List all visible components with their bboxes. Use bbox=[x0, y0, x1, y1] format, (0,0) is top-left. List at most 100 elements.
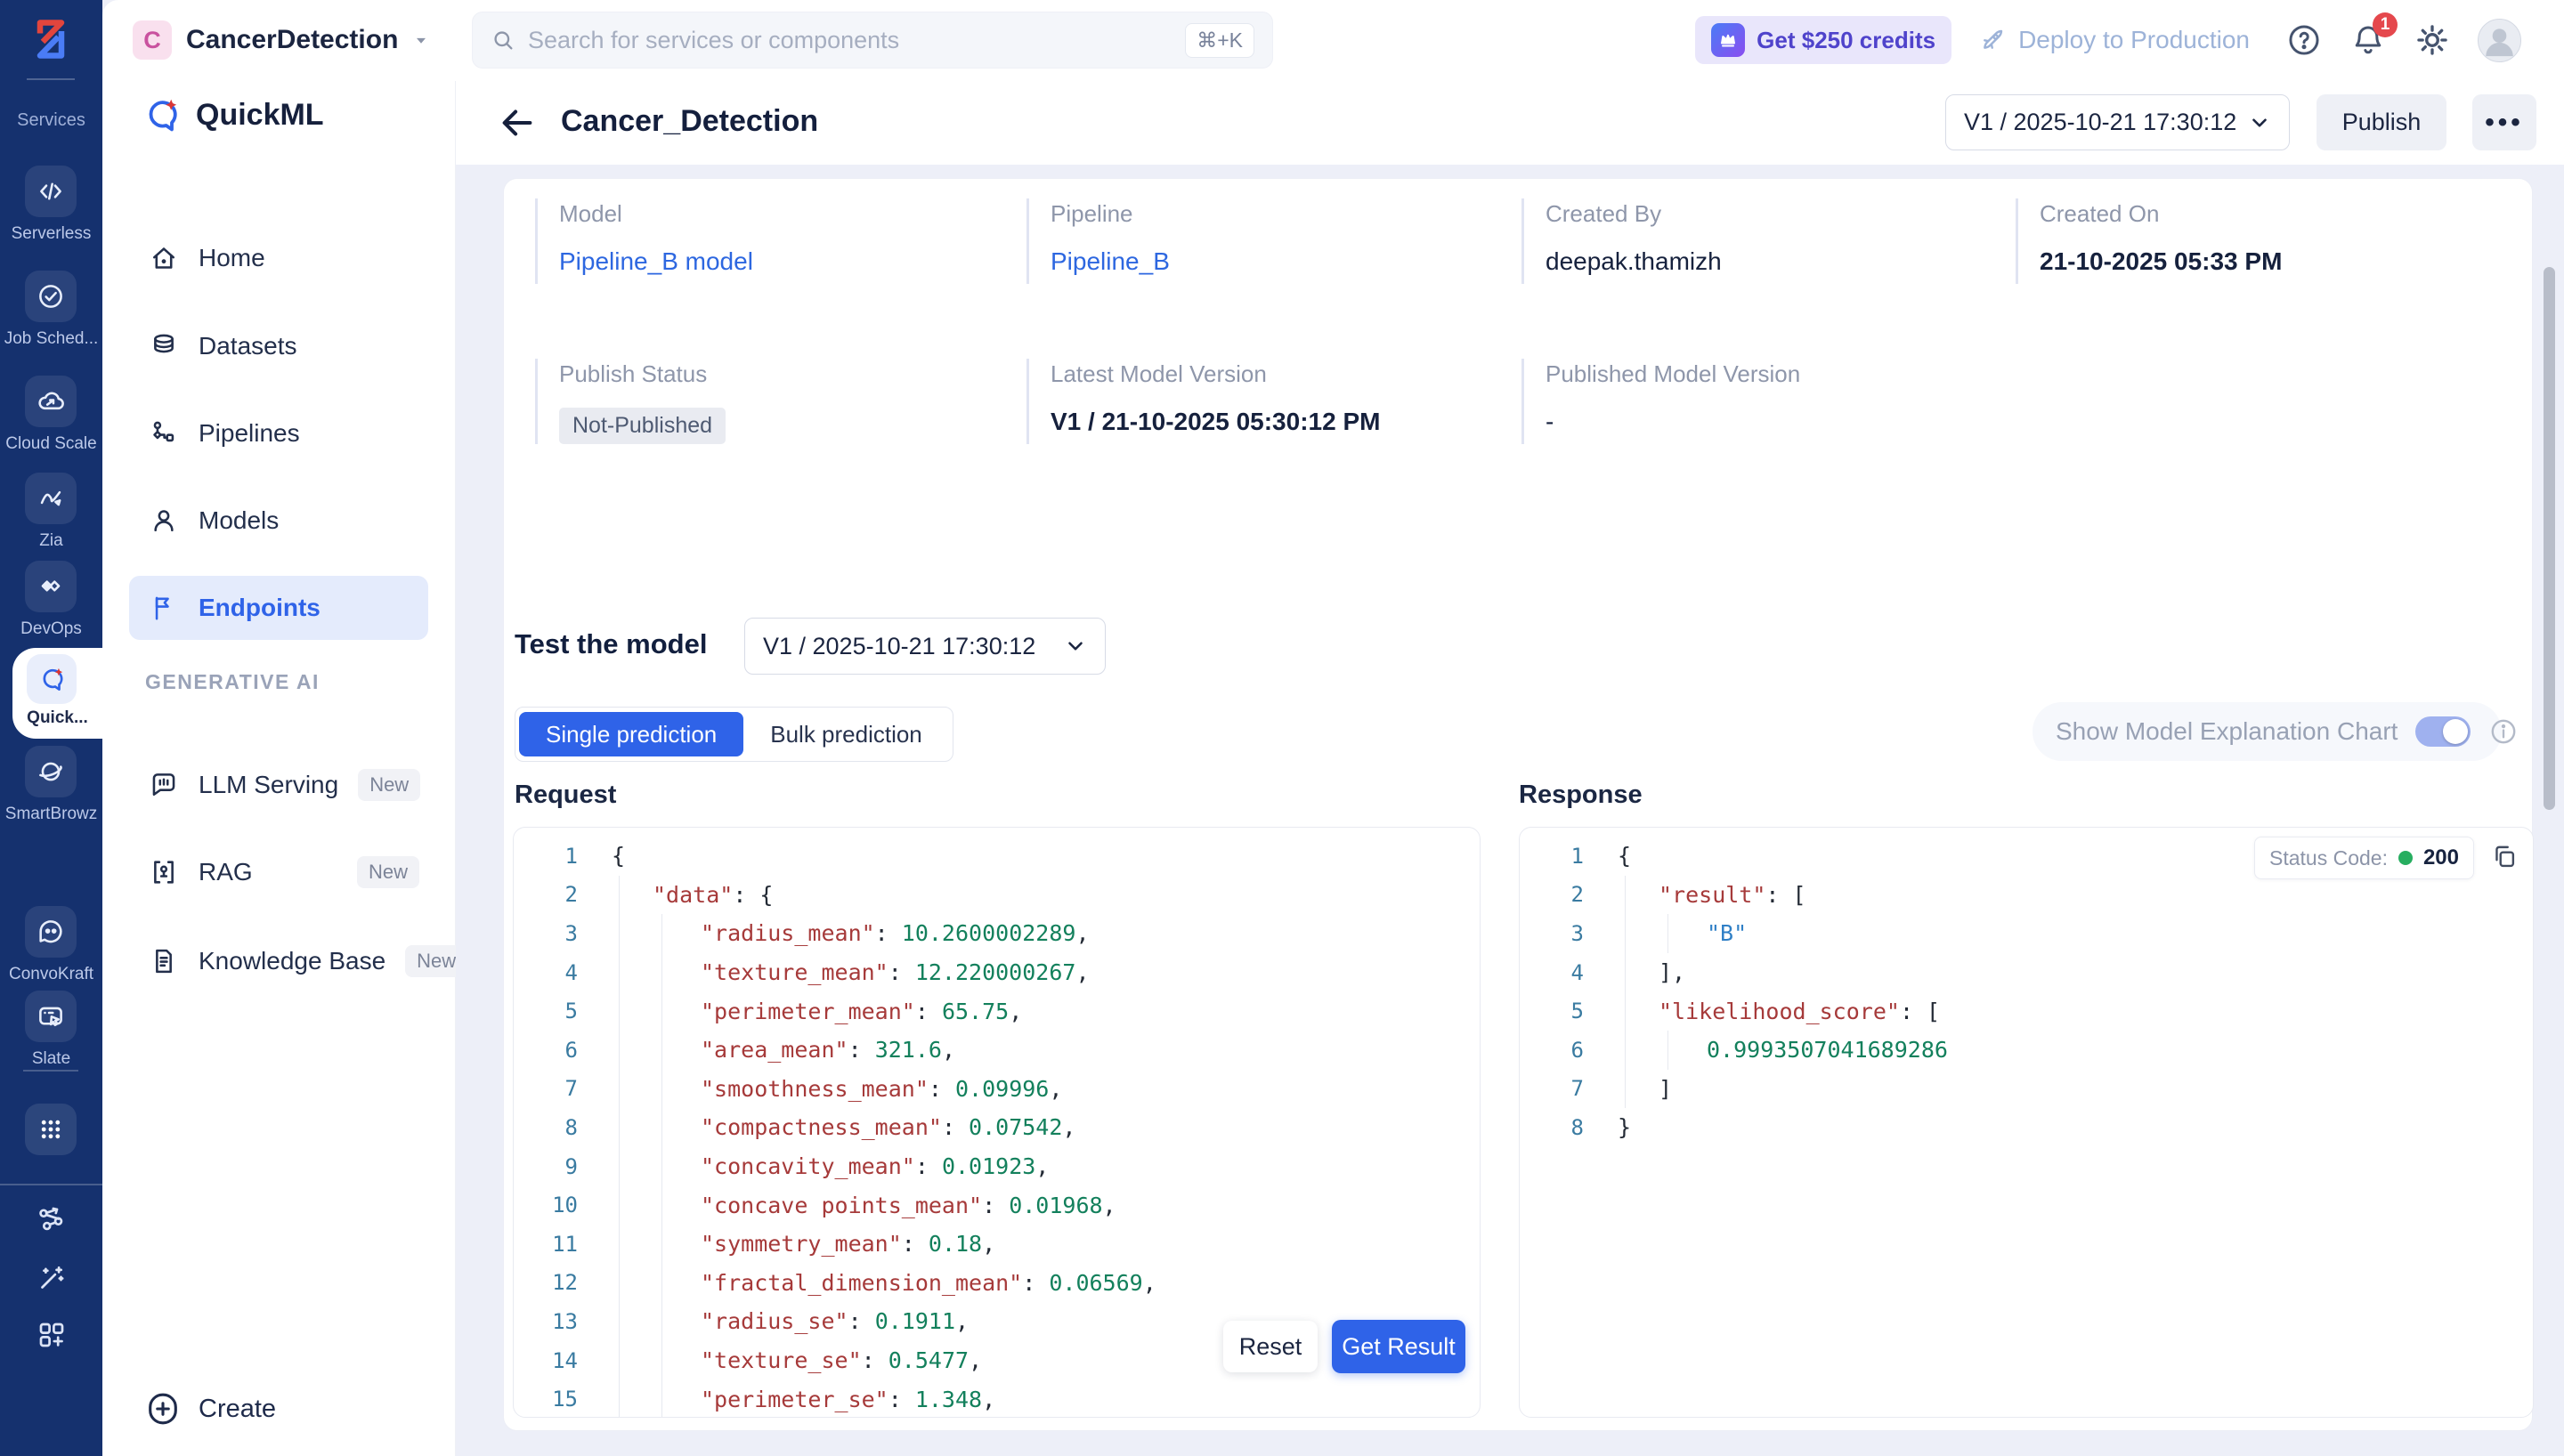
field-label: Model bbox=[559, 200, 622, 227]
copy-response-button[interactable] bbox=[2490, 842, 2519, 870]
code-line: 3 "radius_mean": 10.2600002289, bbox=[514, 914, 1480, 953]
rail-item-devops[interactable]: DevOps bbox=[0, 561, 102, 646]
project-selector[interactable]: C CancerDetection bbox=[133, 0, 430, 80]
code-line: 8} bbox=[1520, 1108, 2533, 1147]
code-line-content: "B" bbox=[1602, 914, 2533, 953]
notifications-button[interactable]: 1 bbox=[2349, 12, 2398, 59]
field-value: V1 / 21-10-2025 05:30:12 PM bbox=[1051, 408, 1381, 435]
help-button[interactable] bbox=[2285, 21, 2323, 59]
get-result-button[interactable]: Get Result bbox=[1332, 1320, 1465, 1373]
tab-bulk-prediction[interactable]: Bulk prediction bbox=[770, 720, 922, 748]
line-number: 6 bbox=[564, 1037, 578, 1063]
code-line: 13 "radius_se": 0.1911, bbox=[514, 1302, 1480, 1341]
rail-item-serverless[interactable]: Serverless bbox=[0, 166, 102, 251]
sidebar-item-pipelines[interactable]: Pipelines bbox=[129, 401, 428, 465]
line-number: 10 bbox=[552, 1193, 578, 1218]
quickml-sidebar: QuickML Home Datasets Pipelines Models Endpo… bbox=[102, 81, 468, 1456]
field-value: deepak.thamizh bbox=[1546, 247, 1722, 275]
magic-wand-icon[interactable] bbox=[0, 1262, 102, 1294]
sidebar-item-rag[interactable]: RAG New bbox=[129, 840, 428, 904]
toggle-label: Show Model Explanation Chart bbox=[2056, 717, 2398, 745]
code-line-content: "fractal_dimension_mean": 0.06569, bbox=[596, 1263, 1480, 1303]
reset-button[interactable]: Reset bbox=[1223, 1321, 1318, 1372]
publish-button[interactable]: Publish bbox=[2317, 94, 2446, 150]
field-value[interactable]: Pipeline_B model bbox=[559, 247, 753, 275]
sidebar-item-models[interactable]: Models bbox=[129, 489, 428, 553]
line-number: 1 bbox=[564, 843, 578, 869]
code-line: 12 "fractal_dimension_mean": 0.06569, bbox=[514, 1263, 1480, 1303]
tab-single-prediction[interactable]: Single prediction bbox=[519, 712, 744, 756]
rail-item-job-sched-[interactable]: Job Sched... bbox=[0, 271, 102, 356]
rail-item-label: Zia bbox=[39, 531, 63, 550]
rail-item-slate[interactable]: Slate bbox=[0, 991, 102, 1076]
sidebar-item-home[interactable]: Home bbox=[129, 226, 428, 290]
code-line: 8 "compactness_mean": 0.07542, bbox=[514, 1108, 1480, 1147]
rail-item-quick-[interactable]: Quick... bbox=[12, 648, 102, 739]
home-icon bbox=[149, 243, 179, 273]
more-options-button[interactable]: ••• bbox=[2472, 94, 2536, 150]
quickml-icon bbox=[27, 654, 77, 704]
field-value[interactable]: Pipeline_B bbox=[1051, 247, 1170, 275]
sidebar-item-endpoints[interactable]: Endpoints bbox=[129, 576, 428, 640]
rail-item-label: SmartBrowz bbox=[4, 805, 98, 823]
code-line-content: "perimeter_se": 1.348, bbox=[596, 1379, 1480, 1417]
rail-divider bbox=[0, 1184, 102, 1185]
line-number: 15 bbox=[552, 1387, 578, 1412]
user-avatar[interactable] bbox=[2478, 18, 2521, 62]
project-avatar: C bbox=[133, 20, 172, 60]
back-button[interactable] bbox=[497, 102, 538, 143]
vertical-scrollbar[interactable] bbox=[2544, 267, 2555, 810]
code-line-content: ], bbox=[1602, 952, 2533, 992]
field-publish-status: Publish Status Not-Published bbox=[535, 359, 978, 444]
rail-item-cloud-scale[interactable]: Cloud Scale bbox=[0, 376, 102, 461]
sidebar-item-label: RAG bbox=[199, 858, 253, 886]
version-select-value: V1 / 2025-10-21 17:30:12 bbox=[1964, 109, 2237, 135]
apps-grid-icon[interactable] bbox=[25, 1104, 77, 1155]
sidebar-item-knowledge-base[interactable]: Knowledge Base New bbox=[129, 929, 468, 993]
share-network-icon[interactable] bbox=[0, 1203, 102, 1235]
search-icon bbox=[491, 28, 515, 53]
rag-icon bbox=[149, 857, 179, 887]
sidebar-item-label: Models bbox=[199, 506, 280, 534]
request-editor[interactable]: 1{2 "data": {3 "radius_mean": 10.260000228… bbox=[513, 827, 1481, 1418]
caret-down-icon bbox=[417, 37, 426, 44]
code-line-content: { bbox=[1618, 843, 1632, 870]
code-line-content: "smoothness_mean": 0.09996, bbox=[596, 1069, 1480, 1109]
quickml-brand[interactable]: QuickML bbox=[140, 93, 324, 136]
project-name: CancerDetection bbox=[186, 25, 399, 54]
sidebar-item-label: LLM Serving bbox=[199, 771, 339, 798]
grid-plus-icon[interactable] bbox=[0, 1319, 102, 1351]
field-label: Pipeline bbox=[1051, 200, 1133, 227]
sidebar-item-llm-serving[interactable]: LLM Serving New bbox=[129, 753, 428, 817]
endpoint-content: Model Pipeline_B model Pipeline Pipeline_B C… bbox=[456, 165, 2564, 1456]
document-icon bbox=[149, 946, 179, 976]
field-created-on: Created On 21-10-2025 05:33 PM bbox=[2016, 198, 2458, 284]
explanation-chart-toggle[interactable] bbox=[2415, 716, 2471, 747]
model-explanation-toggle-group: Show Model Explanation Chart bbox=[2033, 702, 2516, 761]
rail-item-label: ConvoKraft bbox=[8, 965, 94, 983]
create-button[interactable]: Create bbox=[143, 1389, 276, 1428]
status-green-dot bbox=[2398, 851, 2413, 865]
rail-item-smartbrowz[interactable]: SmartBrowz bbox=[0, 746, 102, 831]
rail-item-zia[interactable]: Zia bbox=[0, 473, 102, 558]
code-line-content: "texture_mean": 12.220000267, bbox=[596, 952, 1480, 992]
code-line-content: "perimeter_mean": 65.75, bbox=[596, 991, 1480, 1031]
code-line: 6 0.9993507041689286 bbox=[1520, 1030, 2533, 1070]
code-line: 1{ bbox=[1520, 837, 2533, 876]
code-line-content: ] bbox=[1602, 1069, 2533, 1109]
field-value: 21-10-2025 05:33 PM bbox=[2040, 247, 2283, 275]
version-select[interactable]: V1 / 2025-10-21 17:30:12 bbox=[1945, 94, 2290, 150]
get-credits-button[interactable]: Get $250 credits bbox=[1695, 16, 1952, 64]
code-line: 9 "concavity_mean": 0.01923, bbox=[514, 1146, 1480, 1186]
search-input[interactable]: Search for services or components ⌘+K bbox=[472, 12, 1273, 69]
rail-item-convokraft[interactable]: ConvoKraft bbox=[0, 906, 102, 991]
deploy-to-production-button[interactable]: Deploy to Production bbox=[1978, 26, 2250, 54]
test-version-select[interactable]: V1 / 2025-10-21 17:30:12 bbox=[744, 618, 1106, 675]
settings-gear-button[interactable] bbox=[2414, 21, 2451, 59]
code-line-content: "radius_mean": 10.2600002289, bbox=[596, 914, 1480, 953]
code-line-content: "symmetry_mean": 0.18, bbox=[596, 1224, 1480, 1264]
generative-ai-section-label: GENERATIVE AI bbox=[145, 670, 320, 693]
zoho-logo-icon[interactable] bbox=[24, 12, 77, 66]
sidebar-item-datasets[interactable]: Datasets bbox=[129, 314, 428, 378]
notification-count-badge: 1 bbox=[2373, 12, 2398, 37]
